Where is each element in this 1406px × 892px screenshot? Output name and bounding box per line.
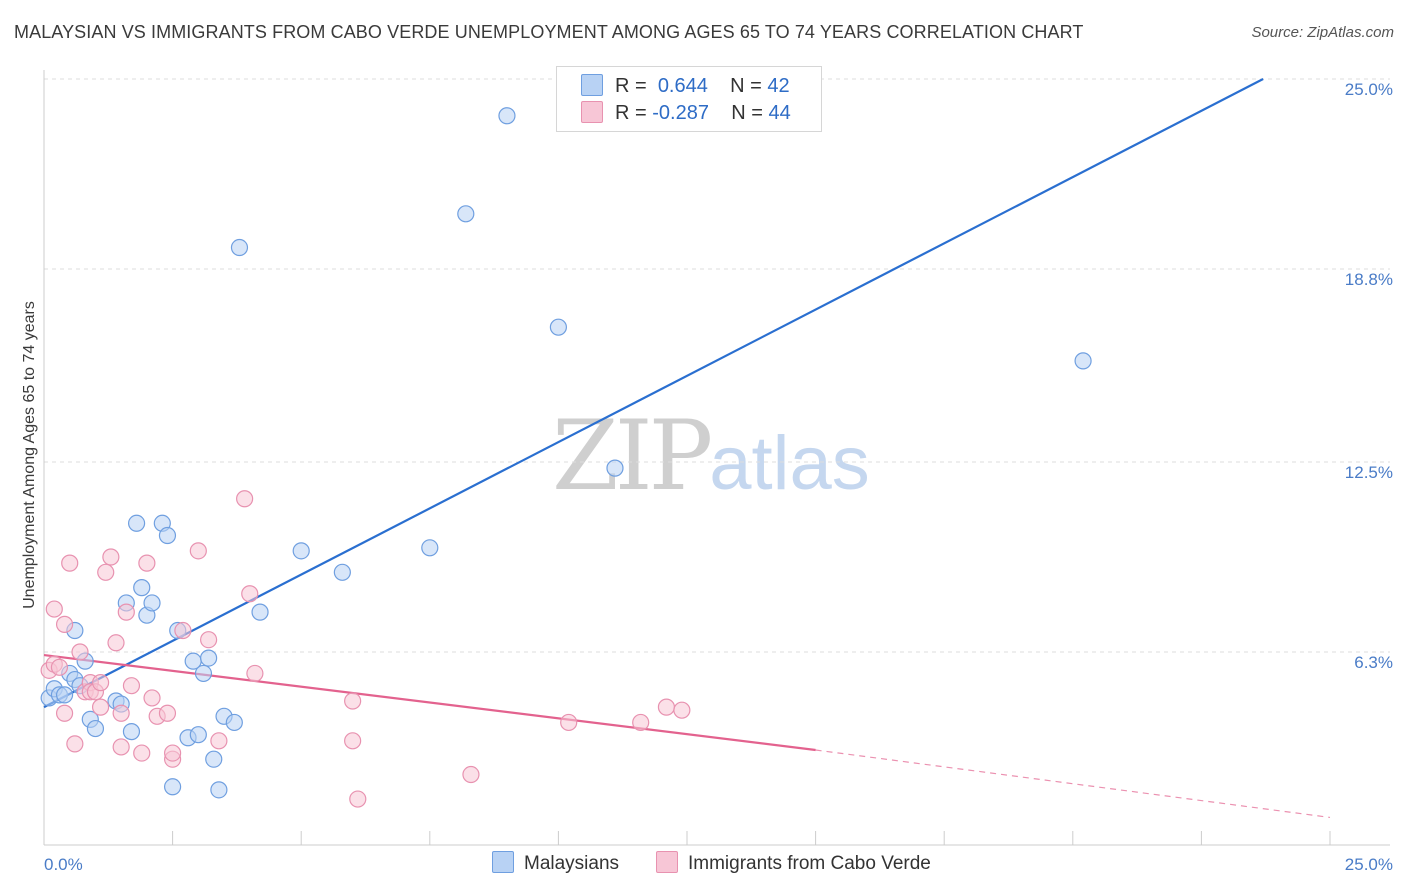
cabo-verde-point xyxy=(200,631,218,649)
cabo-verde-point xyxy=(189,542,207,560)
cabo-verde-point xyxy=(50,658,69,676)
legend-r-label: R = xyxy=(615,75,647,97)
cabo-verde-point xyxy=(107,634,125,652)
y-tick-label: 18.8% xyxy=(1345,270,1393,289)
cabo-verde-point xyxy=(344,732,362,750)
cabo-verde-point xyxy=(632,713,650,732)
cabo-verde-point xyxy=(246,664,264,683)
malaysian-point xyxy=(549,318,568,336)
cabo-verde-point xyxy=(657,698,676,716)
cabo-verde-point xyxy=(66,735,84,753)
tick-label-layer: 6.3% 12.5% 18.8% 25.0% 0.0% 25.0% xyxy=(44,80,1393,874)
cabo-verde-point xyxy=(45,600,63,618)
malaysian-point xyxy=(86,719,105,738)
cabo-verde-point xyxy=(560,713,578,732)
cabo-verde-point xyxy=(210,732,228,750)
cabo-verde-point xyxy=(133,744,151,762)
trend-line-layer xyxy=(43,78,1331,819)
malaysian-point xyxy=(194,664,213,683)
malaysian-point xyxy=(292,542,310,560)
cabo-verde-trend-extension xyxy=(815,749,1331,819)
cabo-verde-point xyxy=(112,738,130,756)
cabo-verde-point xyxy=(164,744,182,762)
cabo-verde-point xyxy=(102,548,120,566)
cabo-verde-point xyxy=(61,554,79,572)
source-label: Source: ZipAtlas.com xyxy=(1251,24,1394,41)
legend-r-value: -0.287 xyxy=(652,102,709,124)
cabo-verde-point xyxy=(122,677,141,695)
cabo-verde-point xyxy=(112,704,130,722)
cabo-verde-point xyxy=(91,698,110,716)
y-tick-label: 6.3% xyxy=(1354,653,1393,672)
cabo-verde-point xyxy=(55,615,74,633)
cabo-verde-point xyxy=(55,704,74,722)
legend-n-label: N = xyxy=(731,102,763,124)
pink-swatch-icon xyxy=(656,851,678,873)
legend-row-malaysians: R = 0.644 N = 42 xyxy=(581,74,790,100)
malaysian-point xyxy=(200,649,218,667)
malaysian-point xyxy=(225,713,243,732)
malaysian-trend-line xyxy=(43,78,1264,709)
cabo-verde-trend-line xyxy=(43,653,816,752)
blue-swatch-icon xyxy=(492,851,514,873)
malaysian-point xyxy=(1074,352,1092,370)
cabo-verde-point xyxy=(236,490,254,508)
malaysian-point xyxy=(606,459,624,477)
cabo-verde-point xyxy=(462,765,480,784)
malaysian-point xyxy=(457,205,475,223)
legend-r-label: R = xyxy=(615,102,647,124)
cabo-verde-point xyxy=(241,585,259,603)
chart-title: MALAYSIAN VS IMMIGRANTS FROM CABO VERDE … xyxy=(14,22,1084,42)
grid-layer xyxy=(44,78,1390,653)
bottom-legend-label: Immigrants from Cabo Verde xyxy=(688,853,931,874)
axis-layer xyxy=(43,70,1390,846)
x-tick-label: 0.0% xyxy=(44,855,83,874)
legend-n-value: 44 xyxy=(768,102,791,124)
cabo-verde-point xyxy=(349,790,367,808)
x-tick-label: 25.0% xyxy=(1345,855,1393,874)
cabo-verde-point xyxy=(97,563,115,581)
legend-r-value: 0.644 xyxy=(657,75,708,97)
malaysian-point xyxy=(143,594,161,612)
blue-swatch-icon xyxy=(581,74,603,96)
cabo-verde-point xyxy=(138,554,156,572)
correlation-legend: R = 0.644 N = 42 R = -0.287 N = 44 xyxy=(556,66,822,132)
malaysian-point xyxy=(133,579,151,597)
y-tick-label: 25.0% xyxy=(1345,80,1393,99)
malaysian-point xyxy=(333,563,351,581)
cabo-verde-point xyxy=(344,692,362,710)
bottom-legend-malaysians: Malaysians xyxy=(492,851,619,875)
bottom-legend-label: Malaysians xyxy=(524,853,620,874)
cabo-verde-point xyxy=(673,701,691,719)
cabo-verde-point xyxy=(174,621,192,640)
malaysian-point xyxy=(122,723,141,741)
malaysian-point xyxy=(127,514,146,532)
cabo-verde-point xyxy=(158,704,177,722)
cabo-verde-point xyxy=(91,674,110,692)
malaysian-point xyxy=(251,603,269,621)
malaysian-point xyxy=(205,750,223,768)
legend-n-label: N = xyxy=(730,75,762,97)
legend-n-value: 42 xyxy=(767,75,790,97)
pink-swatch-icon xyxy=(581,101,603,123)
malaysian-point xyxy=(55,686,74,704)
malaysian-point xyxy=(164,778,182,796)
y-tick-label: 12.5% xyxy=(1345,463,1393,482)
malaysian-point xyxy=(189,726,207,744)
malaysian-point xyxy=(230,238,249,257)
bottom-legend-cabo-verde: Immigrants from Cabo Verde xyxy=(656,851,931,875)
malaysian-point xyxy=(498,107,516,125)
malaysian-point xyxy=(210,781,228,799)
point-layer xyxy=(40,107,1092,808)
legend-row-cabo-verde: R = -0.287 N = 44 xyxy=(581,101,791,127)
cabo-verde-point xyxy=(143,689,161,707)
cabo-verde-point xyxy=(71,643,89,661)
malaysian-point xyxy=(158,526,177,545)
cabo-verde-point xyxy=(117,603,135,621)
malaysian-point xyxy=(421,539,439,557)
